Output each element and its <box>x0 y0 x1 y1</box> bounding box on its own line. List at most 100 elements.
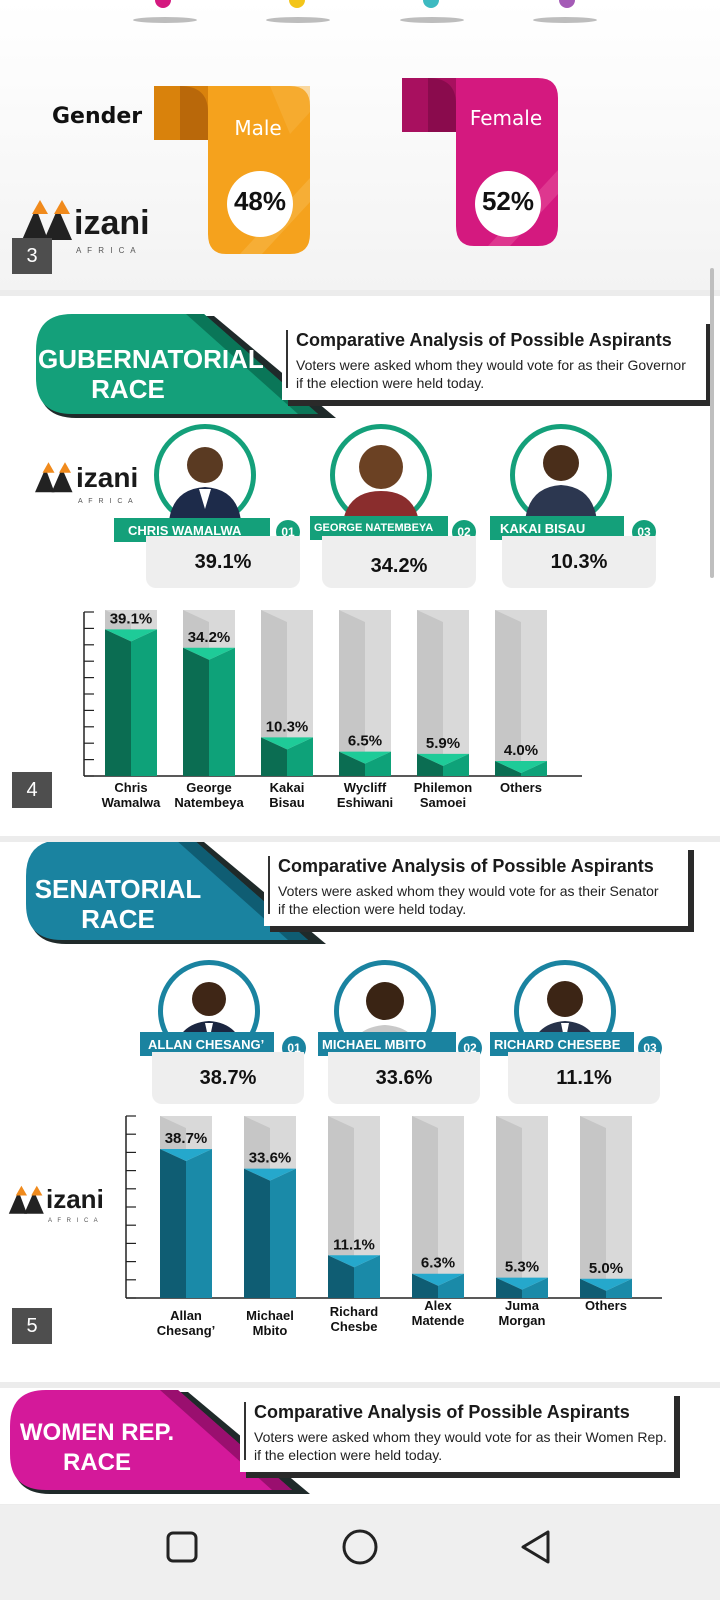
scrollbar-thumb[interactable] <box>710 268 714 578</box>
race-title-line1: GUBERNATORIAL <box>38 344 264 374</box>
chart-bar-side <box>160 1149 186 1298</box>
triangle-back-icon <box>521 1530 550 1564</box>
chart-bar-top <box>328 1255 380 1268</box>
chart-category-label: Juma Morgan <box>482 1298 562 1328</box>
analysis-heading: Comparative Analysis of Possible Aspiran… <box>296 330 672 350</box>
race-title-line1: SENATORIAL <box>34 874 202 904</box>
mizani-logo-mark <box>22 200 72 240</box>
mizani-logo: izani A F R I C A <box>6 1180 118 1232</box>
recent-apps-button[interactable] <box>162 1527 202 1567</box>
back-button[interactable] <box>516 1527 556 1567</box>
chart-category-line: Philemon <box>413 780 473 795</box>
candidate-photo-chris-wamalwa <box>154 424 256 526</box>
chart-category-line: Michael <box>246 1308 294 1323</box>
candidate-percent-2: 34.2% <box>322 536 476 588</box>
candidate-ordinal-2: 02 <box>452 520 476 544</box>
chart-category-line: Chris <box>114 780 148 795</box>
chart-category-line: Mbito <box>252 1323 288 1338</box>
page-number-3: 3 <box>12 238 52 274</box>
chart-bar-background-shade <box>328 1116 354 1298</box>
page-number-5: 5 <box>12 1308 52 1344</box>
analysis-description: Voters were asked whom they would vote f… <box>296 356 686 392</box>
chart-bar-top <box>261 737 313 750</box>
chart-category-label: Alex Matende <box>398 1298 478 1328</box>
chart-bar-top <box>244 1168 296 1181</box>
chart-bar-background-shade <box>496 1116 522 1298</box>
page-number-4: 4 <box>12 772 52 808</box>
senatorial-analysis-box: Comparative Analysis of Possible Aspiran… <box>264 844 688 926</box>
chart-data-label: 34.2% <box>188 629 231 646</box>
chart-bar-top <box>183 647 235 660</box>
chart-category-line: Natembeya <box>174 795 244 810</box>
analysis-description: Voters were asked whom they would vote f… <box>278 882 659 918</box>
chart-bar-top <box>417 753 469 766</box>
chart-bar-front <box>354 1255 380 1298</box>
chart-bar-top <box>496 1277 548 1290</box>
logo-brand-text: izani <box>76 462 139 493</box>
candidate-percent-3: 10.3% <box>502 536 656 588</box>
chart-category-line: Morgan <box>498 1313 546 1328</box>
description-line2: if the election were held today. <box>278 901 467 917</box>
logo-brand-text: izani <box>74 204 150 242</box>
logo-brand-text: izani <box>46 1184 104 1214</box>
chart-category-line: Juma <box>505 1298 539 1313</box>
home-button[interactable] <box>340 1527 380 1567</box>
chart-category-line: Bisau <box>269 795 305 810</box>
chart-data-label: 6.5% <box>348 733 382 750</box>
chart-category-label: Kakai Bisau <box>247 780 327 810</box>
chart-category-line: Samoei <box>419 795 467 810</box>
analysis-heading: Comparative Analysis of Possible Aspiran… <box>254 1402 630 1422</box>
candidate-percent-1: 39.1% <box>146 536 300 588</box>
women-rep-panel: WOMEN REP. RACE Comparative Analysis of … <box>0 1388 720 1504</box>
race-title-line2: RACE <box>91 374 165 404</box>
chart-data-label: 39.1% <box>110 610 153 627</box>
system-navigation-bar <box>0 1505 720 1600</box>
chart-data-label: 33.6% <box>249 1150 292 1167</box>
male-percent: 48% <box>233 186 287 216</box>
mizani-logo: izani A F R I C A <box>18 194 178 264</box>
chart-bar-side <box>261 737 287 776</box>
chart-bar-front <box>606 1278 632 1298</box>
chart-category-label: George Natembeya <box>169 780 249 810</box>
chart-category-line: Richard <box>329 1304 379 1319</box>
chart-data-label: 11.1% <box>333 1236 375 1253</box>
description-line2: if the election were held today. <box>254 1447 443 1463</box>
chart-bar-side <box>105 629 131 776</box>
chart-bar-background-shade <box>495 610 521 776</box>
chart-bar-front <box>131 629 157 776</box>
chart-bar-front <box>209 647 235 776</box>
chart-data-label: 4.0% <box>504 742 538 759</box>
senatorial-panel: SENATORIAL RACE Comparative Analysis of … <box>0 842 720 1382</box>
square-icon <box>166 1531 198 1563</box>
top-dots-decoration <box>133 0 597 23</box>
chart-data-label: 6.3% <box>421 1255 455 1272</box>
chart-bar-background-shade <box>417 610 443 776</box>
chart-bar-side <box>328 1255 354 1298</box>
chart-category-line: Chesbe <box>330 1319 378 1334</box>
female-percent: 52% <box>481 186 535 216</box>
female-card <box>402 78 558 246</box>
race-title-line2: RACE <box>62 1449 131 1476</box>
chart-bar-front <box>443 753 469 776</box>
mizani-logo-mark <box>8 1185 44 1214</box>
chart-category-label: Richard Chesbe <box>314 1304 394 1334</box>
chart-data-label: 5.3% <box>505 1259 539 1276</box>
race-title-line1: WOMEN REP. <box>19 1419 175 1446</box>
male-label: Male <box>234 116 282 140</box>
chart-bar-front <box>287 737 313 776</box>
senatorial-bar-chart: 38.7% 33.6% 11.1% 6.3% 5.3% 5.0% <box>125 1115 662 1299</box>
candidate-percent-2: 33.6% <box>328 1052 480 1104</box>
chart-category-line: Others <box>500 780 542 795</box>
chart-category-label: Philemon Samoei <box>403 780 483 810</box>
chart-bar-background-shade <box>339 610 365 776</box>
women-rep-race-label: WOMEN REP. RACE <box>12 1418 182 1478</box>
chart-bar-background-shade <box>412 1116 438 1298</box>
chart-category-label: Wycliff Eshiwani <box>325 780 405 810</box>
chart-category-label: Michael Mbito <box>230 1308 310 1338</box>
chart-data-label: 10.3% <box>266 718 309 735</box>
description-line1: Voters were asked whom they would vote f… <box>296 357 686 373</box>
chart-bar-side <box>244 1168 270 1298</box>
chart-category-line: Others <box>585 1298 627 1313</box>
chart-data-label: 38.7% <box>165 1130 208 1147</box>
logo-sub-text: A F R I C A <box>76 246 138 255</box>
